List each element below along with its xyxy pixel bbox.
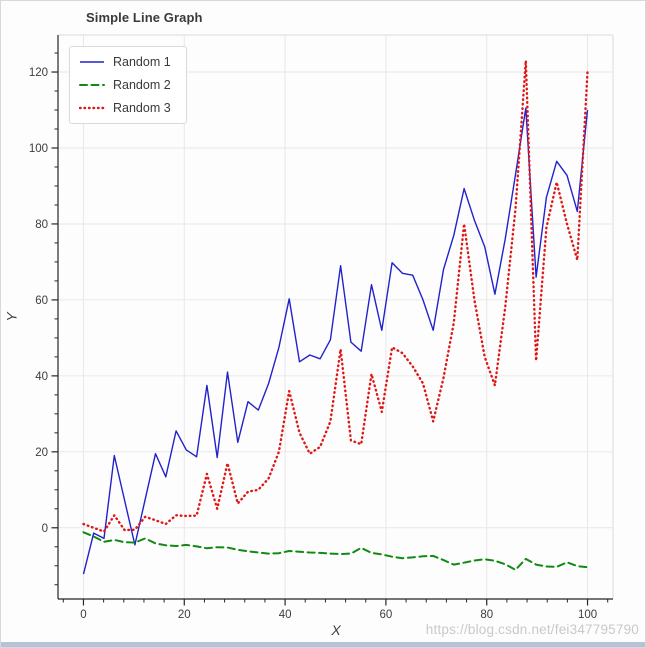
legend-line-sample-solid [80, 61, 104, 63]
y-tick-label: 80 [35, 219, 48, 231]
spines [57, 34, 614, 600]
tick-labels: 0 20 40 60 80 100 0 20 40 60 80 100 120 [29, 67, 597, 621]
legend-line-sample-dotted [79, 106, 105, 110]
axis-ticks [51, 52, 609, 606]
y-tick-label: 60 [35, 295, 48, 307]
y-tick-label: 0 [42, 523, 48, 535]
legend-box: Random 1 Random 2 Random 3 [69, 46, 187, 124]
series-line-random-1 [82, 107, 589, 575]
legend-label: Random 1 [113, 55, 171, 69]
series-line-random-2 [82, 531, 589, 571]
x-tick-label: 40 [279, 609, 292, 621]
watermark-text: https://blog.csdn.net/fei347795790 [425, 622, 639, 637]
legend-label: Random 3 [113, 101, 171, 115]
legend-line-sample-dashed [79, 84, 105, 86]
legend-label: Random 2 [113, 78, 171, 92]
y-axis-label: Y [3, 312, 20, 322]
series-line-random-3 [82, 59, 589, 533]
y-tick-label: 100 [29, 143, 48, 155]
legend-item-random-1: Random 1 [79, 55, 176, 69]
y-tick-label: 40 [35, 371, 48, 383]
y-tick-label: 120 [29, 67, 48, 79]
x-tick-label: 60 [380, 609, 393, 621]
x-tick-label: 100 [578, 609, 597, 621]
legend-item-random-3: Random 3 [79, 101, 176, 115]
bottom-accent-strip [1, 642, 645, 647]
legend-item-random-2: Random 2 [79, 78, 176, 92]
gridlines [58, 35, 613, 599]
x-axis-label: X [331, 622, 341, 638]
x-tick-label: 0 [80, 609, 86, 621]
y-tick-label: 20 [35, 447, 48, 459]
series-lines [82, 59, 589, 575]
x-tick-label: 80 [480, 609, 493, 621]
chart-title: Simple Line Graph [86, 10, 203, 25]
x-tick-label: 20 [178, 609, 191, 621]
